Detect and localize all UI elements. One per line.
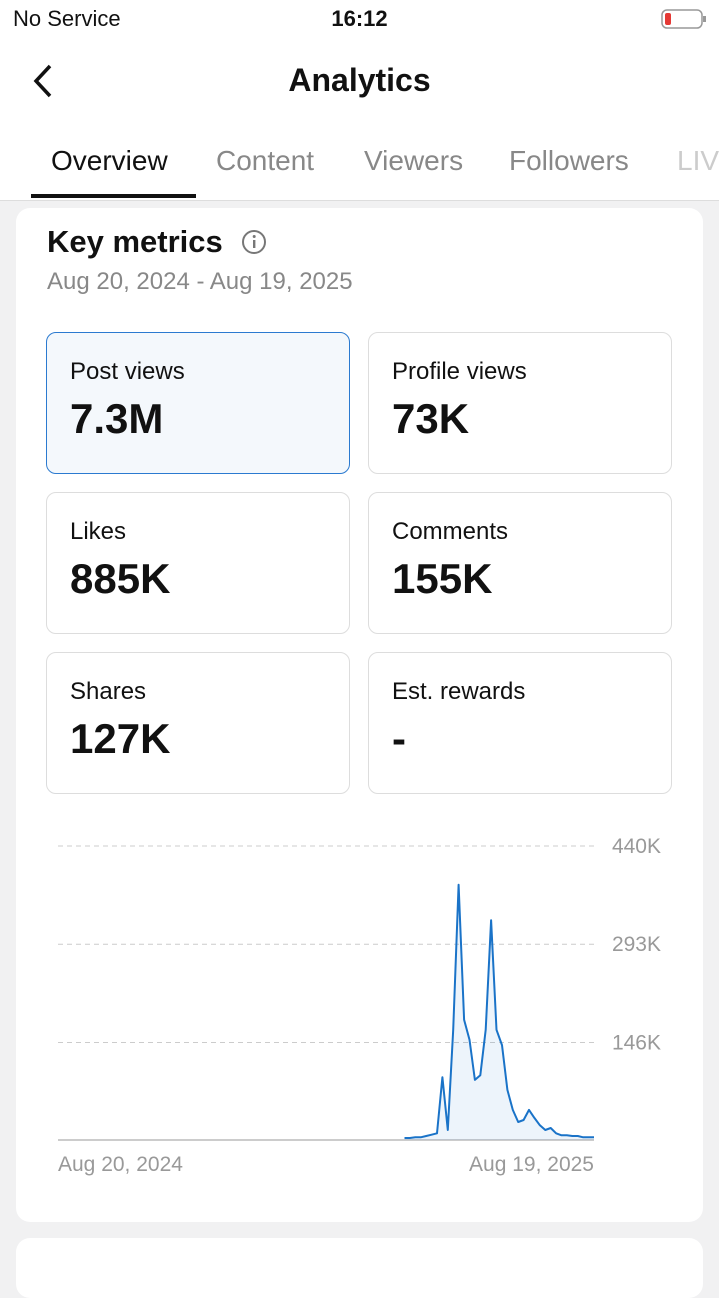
clock: 16:12 [331,6,388,31]
back-button[interactable] [30,62,56,100]
line [404,883,594,1139]
metric-label: Est. rewards [392,678,526,705]
tab[interactable]: Overview [51,145,168,176]
metric-label: Profile views [392,358,527,385]
battery [661,9,706,29]
tab[interactable]: Followers [509,145,629,176]
metric-card[interactable]: Likes 885K [46,492,350,634]
x-tick-label: Aug 20, 2024 [58,1153,183,1176]
metric-label: Shares [70,678,147,705]
metric-card[interactable]: Profile views 73K [368,332,672,474]
y-tick-label: 293K [612,933,661,956]
page-title: Analytics [288,62,431,98]
section-title: Key metrics [47,224,223,259]
tab[interactable]: Viewers [364,145,464,176]
tab-indicator [31,194,196,198]
metric-card[interactable]: Post views 7.3M [46,332,350,474]
metric-value: 73K [392,395,470,442]
metric-label: Comments [392,518,509,545]
x-tick-label: Aug 19, 2025 [469,1153,594,1176]
metric-card[interactable]: Shares 127K [46,652,350,794]
tab[interactable]: Content [216,145,315,176]
info-icon[interactable] [241,229,267,255]
metric-card[interactable]: Comments 155K [368,492,672,634]
chart: 146K 293K 440K Aug 20, 2024 Aug 19, 2025 [58,835,661,1176]
metric-value: 7.3M [70,395,164,442]
next-card [16,1238,703,1298]
metric-value: 885K [70,555,171,602]
metric-value: 127K [70,715,171,762]
metric-label: Likes [70,518,127,545]
date-range: Aug 20, 2024 - Aug 19, 2025 [47,268,353,295]
y-tick-label: 146K [612,1031,661,1054]
metric-label: Post views [70,358,185,385]
metric-value: 155K [392,555,493,602]
y-tick-label: 440K [612,835,661,858]
tab[interactable]: LIVE [677,145,719,176]
carrier: No Service [13,6,121,31]
metric-value: - [392,715,406,762]
top-bar: No Service 16:12 Analytics Overview Cont… [0,0,719,201]
area [404,884,594,1140]
metric-card[interactable]: Est. rewards - [368,652,672,794]
